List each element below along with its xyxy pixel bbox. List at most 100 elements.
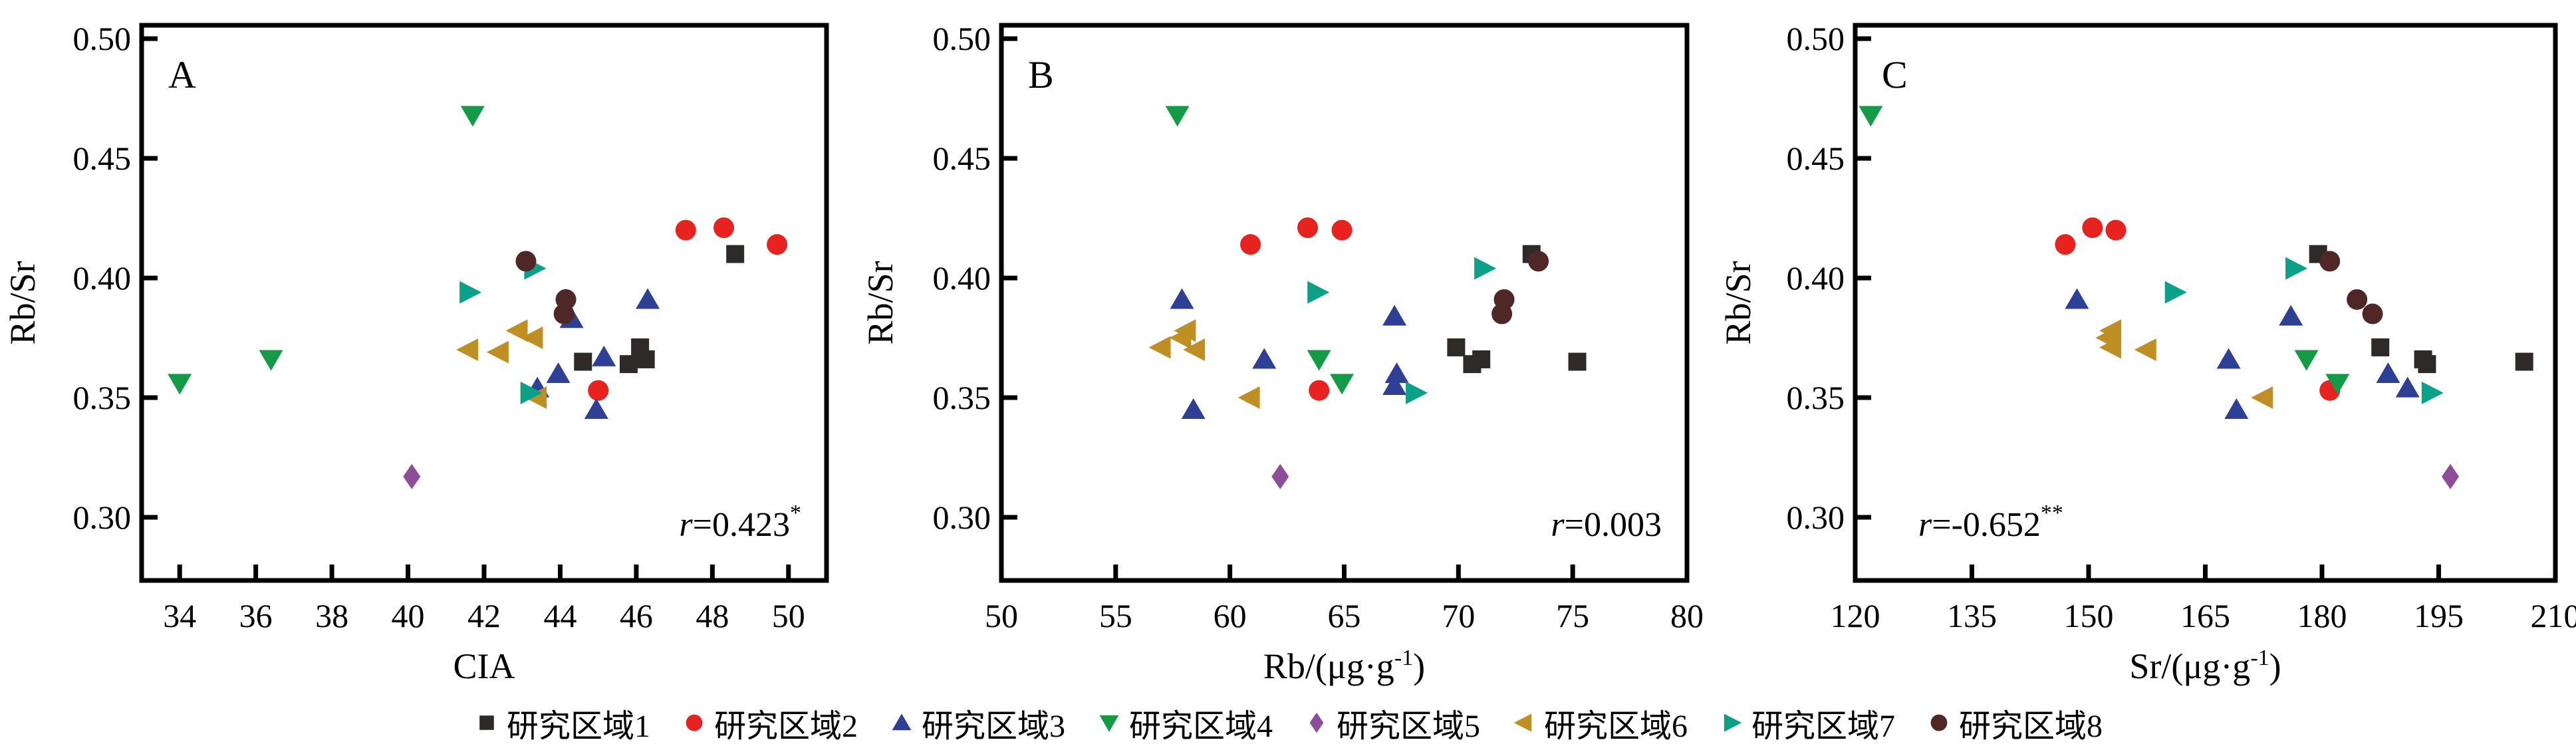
plot-frame xyxy=(139,23,829,583)
legend-label: 研究区域3 xyxy=(921,709,1065,744)
data-point xyxy=(1170,288,1194,309)
legend-marker-shape xyxy=(892,713,912,731)
data-point xyxy=(1474,257,1497,280)
legend-item: 研究区域7 xyxy=(1718,699,1895,746)
data-point xyxy=(2294,350,2319,371)
legend-item: 研究区域4 xyxy=(1096,699,1273,746)
x-tick-label: 60 xyxy=(1214,597,1247,634)
y-tick-label: 0.45 xyxy=(1787,140,1845,177)
y-tick-label: 0.30 xyxy=(933,499,991,536)
data-point xyxy=(619,355,638,374)
data-point xyxy=(2362,303,2383,324)
y-tick-label: 0.35 xyxy=(73,379,132,416)
panel-b-scatter: 50 55 60 65 70 75 80 0.30 0.35 0.40 0.45 0.50 Rb/(μg… xyxy=(858,0,1716,691)
data-point xyxy=(2418,355,2436,374)
data-point xyxy=(1307,350,1331,371)
legend-label: 研究区域5 xyxy=(1337,709,1481,744)
x-axis-title: Sr/(μg·g-1) xyxy=(2129,646,2281,686)
data-point xyxy=(2395,376,2420,398)
triangle-up-icon xyxy=(892,713,912,731)
data-point xyxy=(486,340,509,364)
data-point xyxy=(2279,305,2303,326)
circle-icon xyxy=(686,714,703,731)
y-tick-label: 0.35 xyxy=(1787,379,1845,416)
data-point xyxy=(574,352,592,371)
x-tick-label: 48 xyxy=(696,597,729,634)
data-point xyxy=(2055,234,2076,255)
x-tick-label: 75 xyxy=(1556,597,1589,634)
legend-marker-shape xyxy=(1309,712,1324,733)
data-point xyxy=(1307,281,1330,304)
data-point xyxy=(636,350,655,368)
data-point xyxy=(1384,362,1409,384)
panel-label: A xyxy=(168,53,196,96)
data-point xyxy=(1491,303,1513,324)
data-point xyxy=(1568,352,1587,371)
y-tick-label: 0.40 xyxy=(933,259,991,297)
y-tick-label: 0.30 xyxy=(1787,499,1845,536)
panel-a-plot: 34 36 38 40 42 44 46 48 50 0.30 0.35 0.40 0.45 0.50 CI… xyxy=(3,20,829,686)
data-point xyxy=(2319,251,2341,272)
legend-item: 研究区域5 xyxy=(1303,699,1480,746)
data-point xyxy=(675,219,696,241)
y-tick-label: 0.45 xyxy=(933,140,991,177)
data-point xyxy=(2325,374,2350,395)
diamond-icon xyxy=(1309,712,1324,733)
data-point xyxy=(2515,352,2533,371)
data-point xyxy=(1330,374,1354,395)
data-point xyxy=(2224,398,2249,420)
data-point xyxy=(168,374,192,395)
data-point xyxy=(1169,326,1192,350)
y-tick-label: 0.50 xyxy=(933,20,991,57)
y-tick-label: 0.50 xyxy=(1787,20,1845,57)
data-point xyxy=(1237,386,1260,410)
x-axis-title: CIA xyxy=(453,646,515,686)
data-point xyxy=(2065,288,2089,309)
data-point xyxy=(2421,381,2444,404)
data-point xyxy=(713,217,734,238)
y-tick-label: 0.30 xyxy=(73,499,132,536)
legend-item: 研究区域3 xyxy=(888,699,1065,746)
x-tick-label: 70 xyxy=(1442,597,1475,634)
panel-c-plot: 120 135 150 165 180 195 210 0.30 0.35 0.40 0.45 0.5… xyxy=(1718,20,2576,686)
y-axis-title: Rb/Sr xyxy=(860,261,900,344)
data-point xyxy=(767,234,788,255)
legend-label: 研究区域8 xyxy=(1959,709,2103,744)
legend-item: 研究区域6 xyxy=(1511,699,1688,746)
data-point xyxy=(403,463,421,489)
data-point xyxy=(521,326,543,350)
correlation-annotation: r=0.423* xyxy=(679,501,801,544)
data-point xyxy=(1331,219,1352,241)
y-tick-label: 0.40 xyxy=(73,259,132,297)
x-tick-label: 210 xyxy=(2531,597,2576,634)
legend-item: 研究区域2 xyxy=(681,699,858,746)
y-axis-title: Rb/Sr xyxy=(1718,261,1758,344)
data-point xyxy=(2105,219,2126,241)
x-tick-label: 150 xyxy=(2064,597,2114,634)
legend-marker-shape xyxy=(1099,715,1119,732)
x-tick-label: 120 xyxy=(1831,597,1880,634)
plot-frame xyxy=(1853,23,2558,583)
correlation-annotation: r=-0.652** xyxy=(1918,501,2063,544)
legend-label: 研究区域4 xyxy=(1128,709,1273,744)
data-point xyxy=(525,386,547,410)
data-point xyxy=(1309,380,1330,401)
data-point xyxy=(1148,336,1171,359)
data-point xyxy=(1859,106,1883,127)
legend-label: 研究区域6 xyxy=(1544,709,1688,744)
legend-marker-shape xyxy=(479,715,494,730)
triangle-down-icon xyxy=(1099,715,1119,732)
y-tick-label: 0.50 xyxy=(73,20,132,57)
data-point xyxy=(1447,338,1466,356)
x-tick-label: 36 xyxy=(239,597,273,634)
data-point xyxy=(2347,289,2368,310)
data-point xyxy=(515,251,537,272)
x-tick-label: 135 xyxy=(1947,597,1997,634)
correlation-annotation: r=0.003 xyxy=(1551,506,1662,544)
data-point xyxy=(2134,338,2156,362)
data-point xyxy=(505,319,528,342)
legend-marker-shape xyxy=(1930,714,1948,731)
data-point xyxy=(259,350,283,371)
data-point xyxy=(2216,348,2241,369)
